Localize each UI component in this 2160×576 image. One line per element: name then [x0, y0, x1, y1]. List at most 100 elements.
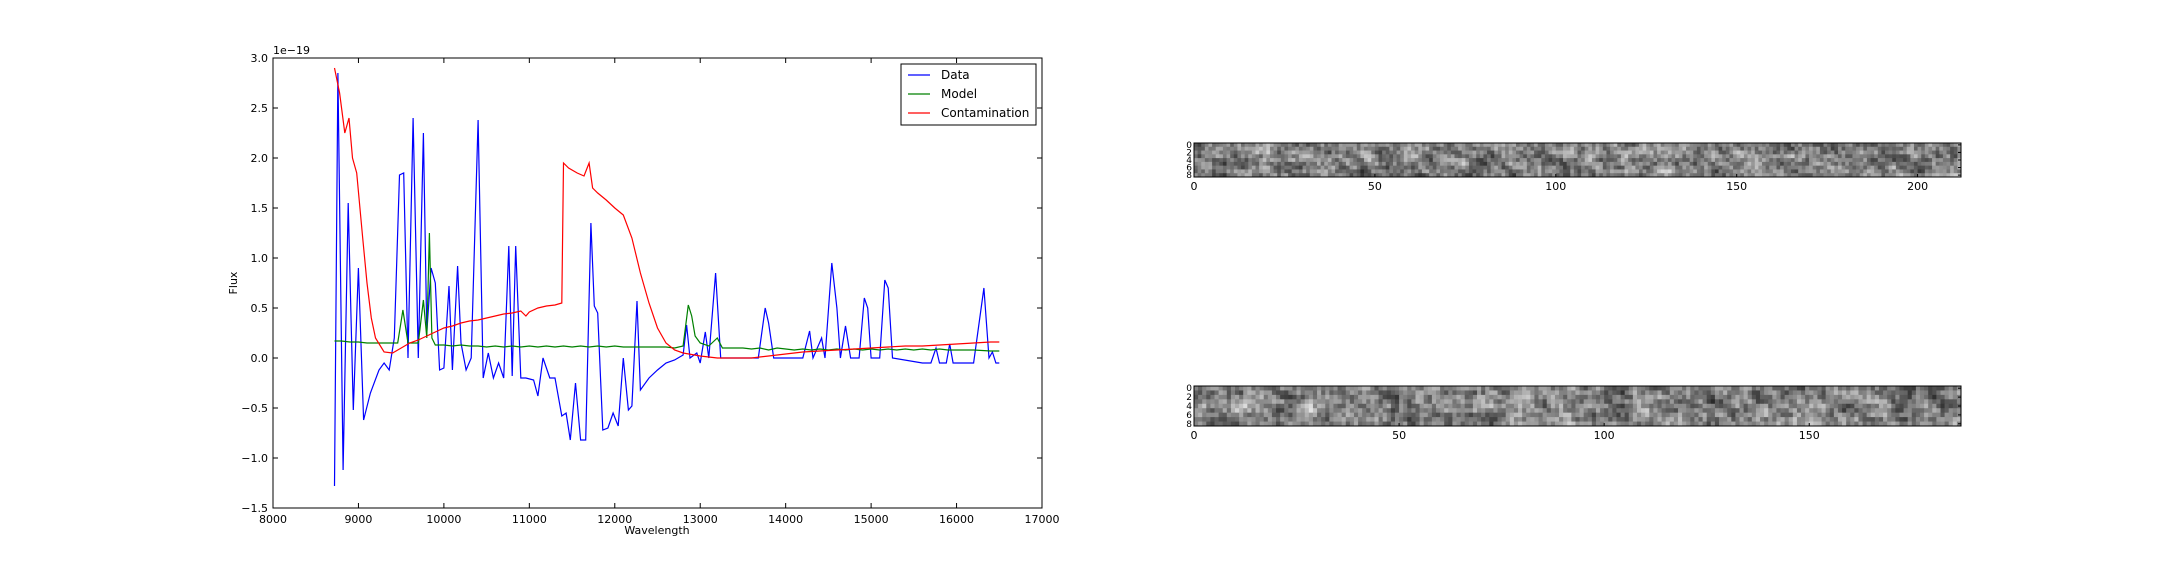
image-pixel: [1841, 146, 1846, 151]
image-pixel: [1374, 143, 1379, 148]
image-pixel: [1903, 146, 1908, 151]
image-pixel: [1583, 403, 1589, 409]
image-pixel: [1570, 158, 1575, 163]
image-pixel: [1891, 421, 1896, 427]
image-pixel: [1928, 154, 1933, 159]
image-pixel: [1907, 386, 1913, 391]
image-pixel: [1396, 161, 1401, 167]
image-pixel: [1230, 390, 1236, 396]
image-pixel: [1740, 158, 1745, 163]
image-pixel: [1436, 158, 1441, 163]
image-pixel: [1948, 421, 1954, 427]
image-pixel: [1848, 161, 1853, 167]
image-pixel: [1888, 154, 1893, 159]
image-pixel: [1210, 390, 1215, 396]
image-pixel: [1497, 158, 1502, 163]
image-pixel: [1425, 173, 1430, 178]
image-pixel: [1608, 408, 1613, 414]
image-pixel: [1870, 150, 1875, 155]
image-pixel: [1952, 417, 1958, 422]
image-pixel: [1235, 390, 1240, 396]
image-pixel: [1649, 143, 1654, 148]
image-pixel: [1702, 390, 1708, 396]
image-pixel: [1537, 150, 1542, 155]
image-pixel: [1689, 143, 1694, 148]
image-pixel: [1948, 390, 1954, 396]
image-pixel: [1917, 161, 1922, 167]
image-pixel: [1939, 161, 1944, 167]
image-pixel: [1269, 143, 1274, 148]
image-pixel: [1364, 173, 1369, 178]
image-pixel: [1719, 390, 1724, 396]
image-pixel: [1320, 154, 1325, 159]
image-pixel: [1617, 154, 1622, 159]
image-pixel: [1394, 394, 1400, 400]
image-pixel: [1366, 394, 1371, 400]
image-pixel: [1472, 421, 1478, 427]
image-pixel: [1555, 150, 1560, 155]
image-pixel: [1481, 417, 1486, 422]
image-pixel: [1273, 143, 1278, 148]
image-pixel: [1443, 150, 1448, 155]
image-pixel: [1660, 169, 1665, 174]
image-pixel: [1479, 154, 1484, 159]
image-pixel: [1374, 169, 1379, 174]
image-pixel: [1468, 390, 1474, 396]
image-pixel: [1790, 169, 1795, 174]
image-pixel: [1423, 394, 1429, 400]
image-pixel: [1353, 417, 1359, 422]
image-pixel: [1805, 403, 1810, 409]
image-pixel: [1425, 169, 1430, 174]
image-pixel: [1888, 165, 1893, 170]
image-pixel: [1367, 173, 1372, 178]
image-pixel: [1309, 146, 1314, 151]
image-pixel: [1928, 143, 1933, 148]
image-pixel: [1736, 169, 1741, 174]
image-pixel: [1202, 403, 1207, 409]
series-line-model: [334, 232, 1000, 352]
image-pixel: [1407, 399, 1412, 405]
image-pixel: [1317, 412, 1322, 418]
image-pixel: [1360, 150, 1365, 155]
image-pixel: [1419, 386, 1425, 391]
image-pixel: [1641, 390, 1646, 396]
image-pixel: [1794, 158, 1799, 163]
image-pixel: [1392, 158, 1398, 163]
image-pixel: [1403, 146, 1408, 151]
image-pixel: [1243, 390, 1248, 396]
image-pixel: [1505, 421, 1511, 427]
image-pixel: [1394, 390, 1400, 396]
image-pixel: [1366, 417, 1371, 422]
image-pixel: [1883, 421, 1888, 427]
image-pixel: [1519, 146, 1524, 151]
image-pixel: [1320, 150, 1325, 155]
image-pixel: [1508, 173, 1513, 178]
image-pixel: [1505, 412, 1511, 418]
image-pixel: [1747, 403, 1753, 409]
image-pixel: [1353, 165, 1358, 170]
image-pixel: [1423, 386, 1429, 391]
image-pixel: [1233, 150, 1238, 155]
image-pixel: [1816, 169, 1821, 174]
image-pixel: [1288, 169, 1293, 174]
image-pixel: [1948, 412, 1954, 418]
image-pixel: [1944, 417, 1950, 422]
image-pixel: [1276, 421, 1281, 427]
image-pixel: [1682, 150, 1687, 155]
image-pixel: [1248, 154, 1253, 159]
image-pixel: [1649, 169, 1654, 174]
x-tick-label: 50: [1392, 429, 1406, 442]
image-pixel: [1411, 386, 1416, 391]
image-pixel: [1251, 390, 1256, 396]
image-pixel: [1731, 394, 1736, 400]
image-pixel: [1649, 146, 1654, 151]
image-pixel: [1341, 403, 1347, 409]
image-pixel: [1617, 146, 1622, 151]
image-pixel: [1321, 421, 1326, 427]
image-pixel: [1513, 386, 1519, 391]
image-pixel: [1378, 146, 1383, 151]
image-pixel: [1259, 412, 1265, 418]
image-pixel: [1396, 146, 1401, 151]
image-pixel: [1570, 146, 1575, 151]
image-pixel: [1944, 399, 1950, 405]
